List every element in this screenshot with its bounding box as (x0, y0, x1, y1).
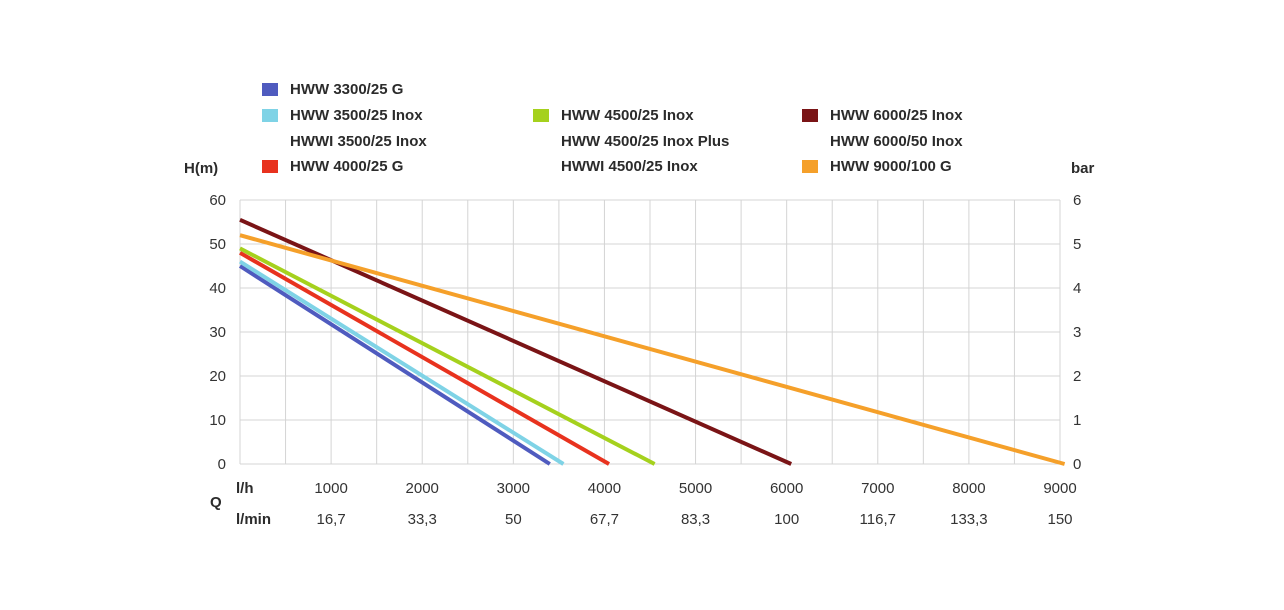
y2-tick-label: 5 (1073, 236, 1081, 253)
y-tick-label: 30 (209, 324, 226, 341)
y-tick-label: 50 (209, 236, 226, 253)
y-tick-label: 10 (209, 412, 226, 429)
q-axis-label: Q (210, 494, 222, 511)
legend-label: HWW 4000/25 G (290, 158, 403, 175)
legend-label: HWW 3300/25 G (290, 81, 403, 98)
x-tick-label-lh: 5000 (679, 480, 712, 497)
legend-label: HWW 6000/50 Inox (830, 133, 963, 150)
legend-label: HWWI 3500/25 Inox (290, 133, 427, 150)
legend-label: HWW 4500/25 Inox (561, 107, 694, 124)
x-tick-label-lmin: 50 (505, 511, 522, 528)
y-tick-label: 0 (218, 456, 226, 473)
y2-tick-label: 3 (1073, 324, 1081, 341)
series-line (238, 264, 551, 466)
x-tick-label-lmin: 33,3 (408, 511, 437, 528)
x-tick-label-lh: 9000 (1043, 480, 1076, 497)
series-line (239, 233, 1066, 466)
y-axis-label: H(m) (184, 160, 218, 177)
x-tick-label-lh: 3000 (497, 480, 530, 497)
y-tick-label: 40 (209, 280, 226, 297)
x-tick-label-lh: 7000 (861, 480, 894, 497)
y2-tick-label: 2 (1073, 368, 1081, 385)
x-tick-label-lh: 4000 (588, 480, 621, 497)
x-tick-label-lh: 8000 (952, 480, 985, 497)
y2-tick-label: 1 (1073, 412, 1081, 429)
legend-swatch (262, 83, 278, 96)
legend-swatch (262, 160, 278, 173)
x-tick-label-lmin: 16,7 (317, 511, 346, 528)
y2-axis-label: bar (1071, 160, 1095, 177)
x-tick-label-lmin: 100 (774, 511, 799, 528)
legend-label: HWW 3500/25 Inox (290, 107, 423, 124)
legend-label: HWW 9000/100 G (830, 158, 952, 175)
legend-label: HWW 4500/25 Inox Plus (561, 133, 729, 150)
y2-tick-label: 0 (1073, 456, 1081, 473)
grid (239, 199, 1061, 465)
legend-label: HWW 6000/25 Inox (830, 107, 963, 124)
y-tick-label: 20 (209, 368, 226, 385)
legend-label: HWWI 4500/25 Inox (561, 158, 698, 175)
legend-swatch (533, 109, 549, 122)
legend-swatch (262, 109, 278, 122)
x-tick-label-lmin: 150 (1047, 511, 1072, 528)
x-tick-label-lh: 6000 (770, 480, 803, 497)
x-tick-label-lmin: 133,3 (950, 511, 988, 528)
x-tick-label-lmin: 83,3 (681, 511, 710, 528)
series-line (239, 246, 656, 466)
legend: HWW 3300/25 G HWW 3500/25 Inox HWWI 3500/2… (262, 81, 963, 175)
axes: H(m) bar Q l/h l/min 0 10 20 30 40 50 60 0 1 2 3 4 5… (184, 160, 1095, 528)
y-tick-label: 60 (209, 192, 226, 209)
series-line (239, 251, 610, 466)
legend-swatch (802, 109, 818, 122)
y2-tick-label: 4 (1073, 280, 1081, 297)
y2-tick-label: 6 (1073, 192, 1081, 209)
x-tick-label-lh: 2000 (406, 480, 439, 497)
x-unit-lmin-label: l/min (236, 511, 271, 528)
x-tick-label-lmin: 116,7 (860, 511, 896, 528)
x-unit-lh-label: l/h (236, 480, 254, 497)
series-line (238, 259, 565, 466)
x-tick-label-lmin: 67,7 (590, 511, 619, 528)
x-tick-label-lh: 1000 (314, 480, 347, 497)
series-lines (238, 217, 1066, 466)
legend-swatch (802, 160, 818, 173)
